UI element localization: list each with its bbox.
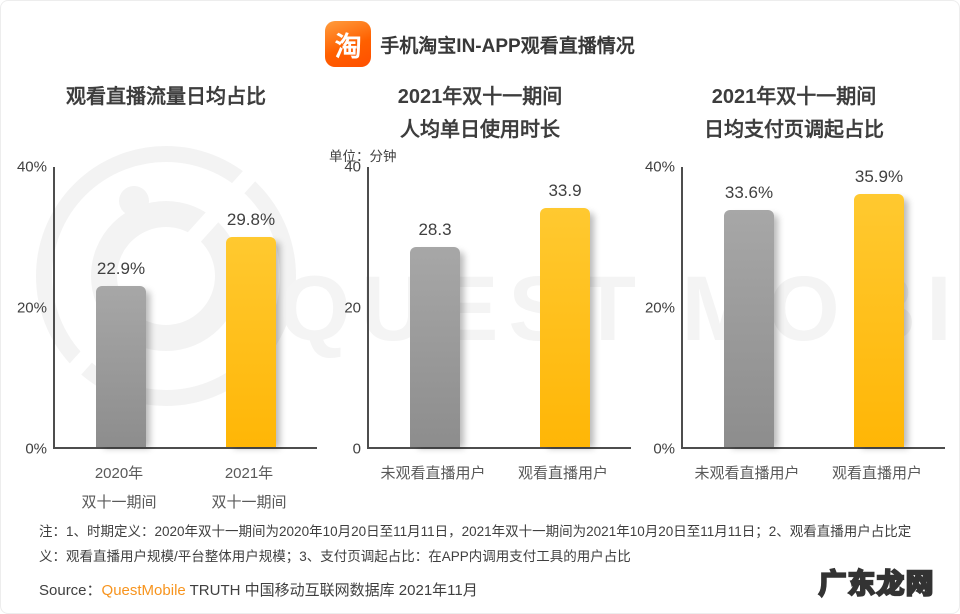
x-category-label: 观看直播用户 <box>831 465 922 482</box>
source-brand: QuestMobile <box>101 582 186 599</box>
plot-wrap: 40% 20% 0% 22.9% 29.8% <box>13 159 319 458</box>
bar-value-label: 33.6% <box>724 183 774 202</box>
source-label: Source： <box>39 582 102 599</box>
y-tick-label: 40% <box>644 158 675 176</box>
chart-title-line: 日均支付页调起占比 <box>704 119 884 141</box>
plot-wrap: 40 20 0 28.3 33.9 <box>327 159 633 458</box>
plot-area: 28.3 33.9 <box>367 167 631 449</box>
chart-title-line: 观看直播流量日均占比 <box>66 86 266 108</box>
chart-panel-live-traffic-share: 观看直播流量日均占比 40% 20% 0% 22.9% 29.8% 2020年 双十一期… <box>13 81 319 517</box>
bar <box>96 286 146 447</box>
y-axis-ticks: 40% 20% 0% <box>13 159 47 458</box>
x-axis-labels: 2020年 双十一期间 2021年 双十一期间 <box>53 459 319 517</box>
taobao-app-icon: 淘 <box>325 21 372 67</box>
y-tick-label: 40% <box>16 158 47 176</box>
x-axis-labels: 未观看直播用户 观看直播用户 <box>367 459 633 517</box>
chart-panel-payment-page-share: 2021年双十一期间 日均支付页调起占比 40% 20% 0% 33.6% 35.9% … <box>641 81 947 517</box>
chart-title: 观看直播流量日均占比 <box>13 81 319 147</box>
page-header: 淘 手机淘宝IN-APP观看直播情况 <box>1 21 959 67</box>
plot-area: 33.6% 35.9% <box>681 167 945 449</box>
bar <box>410 247 460 447</box>
bar <box>540 208 590 447</box>
source-rest: TRUTH 中国移动互联网数据库 2021年11月 <box>185 582 478 599</box>
chart-panel-daily-usage-minutes: 2021年双十一期间 人均单日使用时长 单位：分钟 40 20 0 28.3 33.9 … <box>327 81 633 517</box>
page-title: 手机淘宝IN-APP观看直播情况 <box>380 35 635 57</box>
chart-title-line: 2021年双十一期间 <box>711 86 877 108</box>
plot-wrap: 40% 20% 0% 33.6% 35.9% <box>641 159 947 458</box>
bar-value-label: 33.9 <box>548 181 582 200</box>
bar <box>854 194 904 447</box>
y-tick-label: 20 <box>344 299 361 317</box>
bar <box>226 237 276 447</box>
y-tick-label: 0% <box>653 440 675 458</box>
unit-label: 单位：分钟 <box>329 149 397 164</box>
y-axis-ticks: 40 20 0 <box>327 159 361 458</box>
bar <box>724 210 774 447</box>
x-category-label: 未观看直播用户 <box>380 465 486 482</box>
charts-row: 观看直播流量日均占比 40% 20% 0% 22.9% 29.8% 2020年 双十一期… <box>1 81 959 517</box>
x-axis-labels: 未观看直播用户 观看直播用户 <box>681 459 947 517</box>
x-category-label: 未观看直播用户 <box>694 465 800 482</box>
bar-value-label: 28.3 <box>418 220 452 239</box>
y-tick-label: 0% <box>25 440 47 458</box>
x-category-label: 2021年 双十一期间 <box>211 465 287 511</box>
plot-area: 22.9% 29.8% <box>53 167 317 449</box>
source-line: Source：QuestMobile TRUTH 中国移动互联网数据库 2021… <box>39 579 921 600</box>
chart-title: 2021年双十一期间 人均单日使用时长 <box>327 81 633 147</box>
chart-title-line: 人均单日使用时长 <box>400 119 560 141</box>
chart-title-line: 2021年双十一期间 <box>397 86 563 108</box>
bar-value-label: 22.9% <box>96 259 146 278</box>
y-axis-ticks: 40% 20% 0% <box>641 159 675 458</box>
y-tick-label: 20% <box>644 299 675 317</box>
y-tick-label: 0 <box>352 440 361 458</box>
x-category-label: 2020年 双十一期间 <box>81 465 157 511</box>
bar-value-label: 29.8% <box>226 210 276 229</box>
bar-value-label: 35.9% <box>854 167 904 186</box>
x-category-label: 观看直播用户 <box>517 465 608 482</box>
unit-label <box>15 147 319 167</box>
chart-title: 2021年双十一期间 日均支付页调起占比 <box>641 81 947 147</box>
footnote: 注：1、时期定义：2020年双十一期间为2020年10月20日至11月11日，2… <box>39 524 912 564</box>
corner-site-logo: 广东龙网 <box>818 568 935 601</box>
unit-label <box>643 147 947 167</box>
y-tick-label: 40 <box>344 158 361 176</box>
y-tick-label: 20% <box>16 299 47 317</box>
